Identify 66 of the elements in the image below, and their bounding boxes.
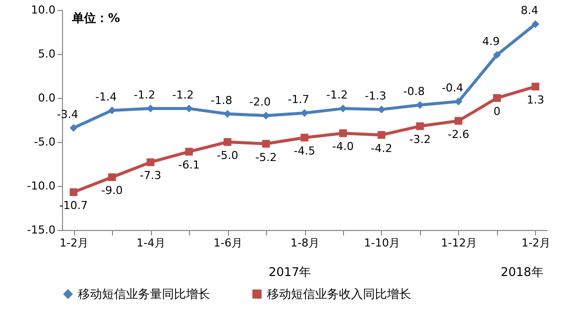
legend-label: 移动短信业务量同比增长 [78,287,210,302]
y-tick-label: 0.0 [38,92,56,104]
data-label: 4.9 [482,34,500,48]
point [300,134,308,142]
data-label: -1.3 [364,89,386,102]
x-tick-label: 1-8月 [290,236,320,250]
point [300,109,308,117]
data-label: -10.7 [59,199,88,212]
point [185,148,193,156]
point [532,20,540,28]
data-label: -9.0 [101,184,123,198]
point [532,82,540,90]
text: 2018年 [500,265,544,279]
data-label: -1.7 [288,92,310,106]
y-tick-label: -10.0 [27,180,56,192]
data-label: -1.2 [172,88,194,102]
point [108,106,116,114]
y-tick-label: 5.0 [38,48,56,60]
x-tick-label: 1-2月 [521,236,550,250]
point [262,140,270,148]
point [339,129,347,138]
x-tick-label: 1-4月 [136,236,166,250]
annotation: 单位：% [71,11,120,25]
data-label: -7.3 [140,169,162,182]
text: 2017年 [268,265,312,279]
point [454,117,462,125]
data-label: -4.2 [370,142,392,155]
data-label: -4.0 [332,140,354,154]
legend-label: 移动短信业务收入同比增长 [267,287,411,302]
point [339,104,347,112]
point [493,51,501,59]
point [378,106,386,114]
point [416,101,424,109]
point [70,124,78,132]
data-label: -1.8 [210,94,232,107]
data-label: 0 [493,105,500,118]
data-label: -5.2 [255,150,277,164]
data-label: -0.4 [442,82,464,95]
data-label: -3.4 [56,108,78,121]
point [224,138,232,146]
data-label: 1.3 [526,94,544,107]
data-label: -3.2 [409,133,431,146]
x-tick-label: 1-2月 [60,236,89,250]
data-label: -0.8 [403,85,425,98]
y-tick-label: -5.0 [34,136,56,148]
x-tick-label: 1-6月 [214,236,242,250]
x-tick-label: 1-10月 [364,236,400,250]
data-label: -4.5 [294,144,316,158]
data-label: -1.2 [326,88,348,102]
data-label: -5.0 [216,149,238,162]
point [454,98,462,106]
data-label: -2.6 [448,128,470,141]
y-tick-label: -15.0 [27,224,56,236]
data-label: -1.4 [95,90,117,104]
x-tick-label: 1-12月 [440,236,477,250]
data-label: 8.4 [520,4,538,18]
point [146,158,154,166]
data-label: -2.0 [249,96,271,109]
point [70,188,78,196]
point [378,131,386,139]
point [493,94,501,102]
data-label: -6.1 [178,158,200,172]
y-tick-label: 10.0 [31,4,56,16]
point [416,122,424,130]
point [108,173,116,182]
data-label: -1.2 [134,88,156,102]
